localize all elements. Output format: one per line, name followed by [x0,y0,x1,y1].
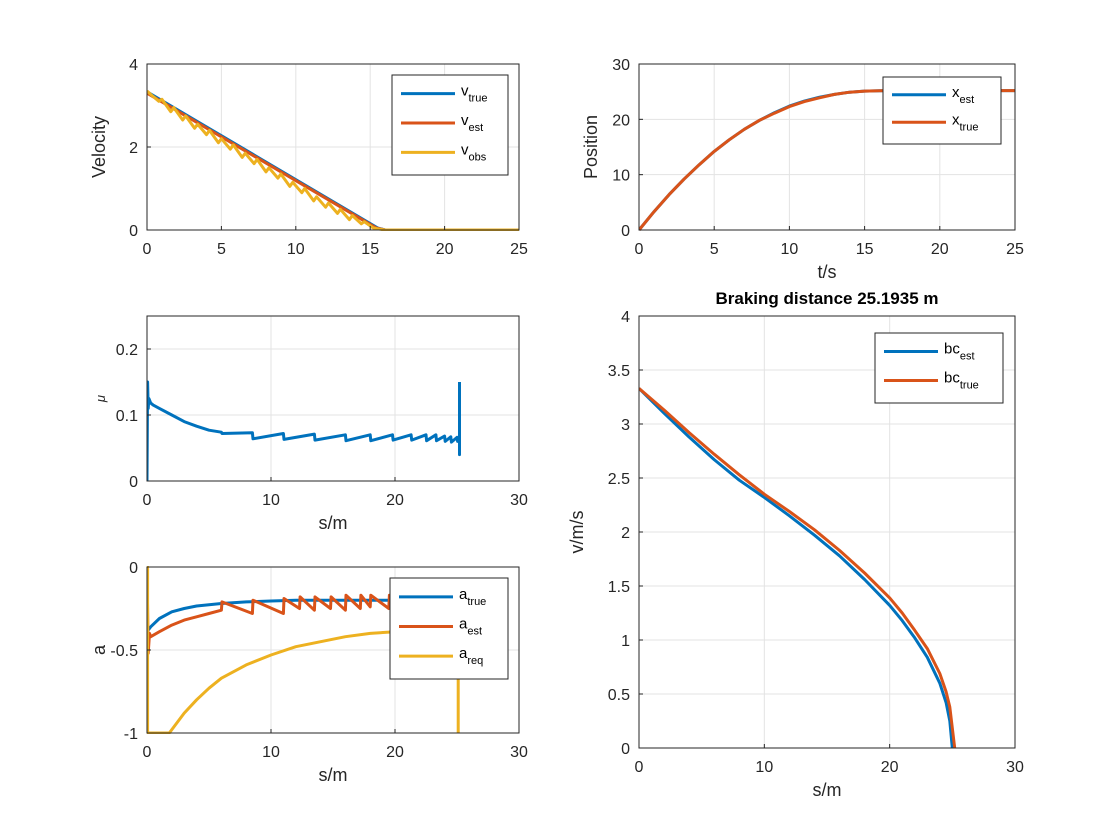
x-tick-label: 0 [635,241,644,258]
chart-accel: 0 10 20 30 -1 -0.5 0 s/m a atrue aest areq [89,560,528,785]
y-tick-label: 2.5 [608,471,630,488]
y-tick-label: 4 [129,57,138,74]
x-tick-label: 0 [635,759,644,776]
y-tick-label: 1.5 [608,579,630,596]
y-tick-label: 0.2 [116,342,138,359]
legend-box [389,577,509,680]
legend-label: bctrue [944,370,979,392]
legend-label: vtrue [461,83,487,105]
x-tick-label: 0 [143,492,152,509]
series-line-bc-est [639,387,954,749]
legend-box [874,332,1004,404]
y-axis-label: Position [581,115,601,179]
y-tick-label: 0 [129,560,138,577]
y-tick-label: 20 [612,112,630,129]
chart-velocity: 0 5 10 15 20 25 0 2 4 Velocity vtrue vest vobs [89,57,528,258]
x-axis-label: s/m [319,513,348,533]
y-axis-label: Velocity [89,116,109,178]
x-tick-label: 20 [386,492,404,509]
y-axis-label: a [89,644,109,655]
x-tick-label: 20 [386,744,404,761]
y-tick-label: 3 [621,417,630,434]
x-tick-label: 25 [510,241,528,258]
y-tick-label: 3.5 [608,363,630,380]
x-tick-label: 30 [510,492,528,509]
y-tick-label: 1 [621,633,630,650]
x-tick-label: 0 [143,744,152,761]
y-tick-label: 0.5 [608,687,630,704]
legend-label: xtrue [952,111,978,133]
axes-box [638,63,1016,231]
x-axis-label: t/s [817,262,836,282]
y-axis-label: v/m/s [567,511,587,554]
y-tick-label: 2 [621,525,630,542]
x-tick-label: 5 [217,241,226,258]
x-tick-label: 25 [1006,241,1024,258]
x-tick-label: 20 [436,241,454,258]
x-tick-label: 10 [262,492,280,509]
y-tick-label: 10 [612,168,630,185]
chart-position: 0 5 10 15 20 25 0 10 20 30 t/s Position xest xtrue [581,57,1024,282]
chart-mu: 0 10 20 30 0 0.1 0.2 s/m μ [93,315,528,533]
x-tick-label: 20 [881,759,899,776]
chart-braking: 0 10 20 30 0 0.5 1 1.5 2 2.5 3 3.5 4 s/m v/m/s Braking … [567,289,1024,800]
series-line-mu [147,380,461,482]
x-tick-label: 10 [262,744,280,761]
x-tick-label: 15 [361,241,379,258]
legend-label: aest [459,616,482,638]
x-tick-label: 15 [856,241,874,258]
y-tick-label: -1 [124,726,138,743]
x-tick-label: 0 [143,241,152,258]
x-tick-label: 10 [755,759,773,776]
chart-title: Braking distance 25.1935 m [715,289,938,308]
series-line-x-true [639,89,1015,231]
x-tick-label: 10 [781,241,799,258]
series-line-v-obs [147,89,519,231]
y-tick-label: -0.5 [110,643,138,660]
legend: atrue aest areq [389,577,509,680]
x-axis-label: s/m [813,780,842,800]
plot-area [147,316,519,481]
y-tick-label: 0.1 [116,408,138,425]
y-tick-label: 4 [621,309,630,326]
axes-box [146,315,520,482]
y-tick-label: 0 [621,741,630,758]
legend-box [882,76,1002,145]
legend: bcest bctrue [874,332,1004,404]
y-tick-label: 0 [129,474,138,491]
legend-label: vobs [461,141,487,163]
legend-box [391,74,509,176]
x-tick-label: 5 [710,241,719,258]
series-line-bc-true [639,387,957,749]
y-tick-label: 0 [621,223,630,240]
x-tick-label: 20 [931,241,949,258]
x-tick-label: 10 [287,241,305,258]
legend-label: atrue [459,586,486,608]
y-axis-label: μ [93,395,108,403]
legend-label: areq [459,645,483,667]
legend-label: xest [952,84,974,106]
x-axis-label: s/m [319,765,348,785]
y-tick-label: 30 [612,57,630,74]
y-tick-label: 2 [129,140,138,157]
x-tick-label: 30 [1006,759,1024,776]
legend: xest xtrue [882,76,1002,145]
legend-label: bcest [944,341,975,363]
legend: vtrue vest vobs [391,74,509,176]
y-tick-label: 0 [129,223,138,240]
legend-label: vest [461,112,483,134]
x-tick-label: 30 [510,744,528,761]
